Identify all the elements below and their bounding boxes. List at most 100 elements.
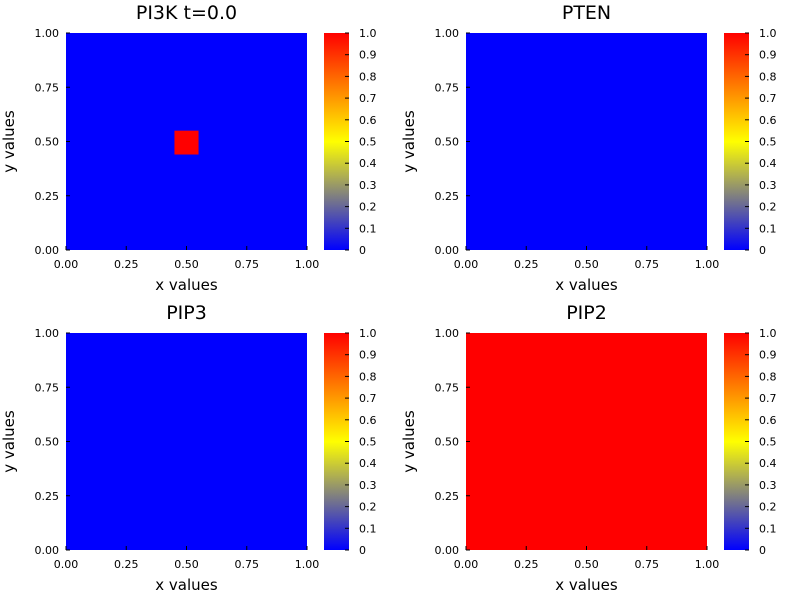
y-tick-label: 1.00	[35, 27, 60, 40]
y-tick-label: 0.25	[435, 490, 460, 503]
y-tick-label: 0.50	[35, 436, 60, 449]
y-tick-label: 0.00	[435, 544, 460, 557]
colorbar-tick-label: 0.1	[759, 522, 777, 535]
y-tick-label: 0.75	[435, 381, 460, 394]
y-axis-label: y values	[0, 110, 18, 173]
x-tick-label: 1.00	[695, 258, 720, 271]
x-tick-label: 0.75	[635, 258, 660, 271]
colorbar-tick-label: 0.3	[359, 179, 377, 192]
colorbar-tick-label: 0.5	[359, 136, 377, 149]
x-tick-label: 1.00	[295, 558, 320, 571]
x-axis-label: x values	[555, 576, 618, 594]
y-tick-label: 0.25	[35, 190, 60, 203]
colorbar	[724, 333, 749, 550]
colorbar-tick-label: 0	[759, 244, 766, 257]
colorbar-tick-label: 0.2	[359, 501, 377, 514]
x-tick-label: 1.00	[295, 258, 320, 271]
colorbar-tick-label: 0.7	[759, 392, 777, 405]
colorbar-tick-label: 0.8	[359, 370, 377, 383]
colorbar	[724, 33, 749, 250]
colorbar-tick-label: 0.9	[359, 49, 377, 62]
x-axis-label: x values	[155, 276, 218, 294]
x-tick-label: 0.25	[114, 258, 139, 271]
y-tick-label: 0.00	[35, 244, 60, 257]
y-tick-label: 0.25	[435, 190, 460, 203]
x-tick-label: 0.75	[235, 558, 260, 571]
x-tick-label: 0.00	[54, 258, 79, 271]
panel-title: PIP3	[166, 302, 207, 324]
colorbar-tick-label: 0.6	[359, 114, 377, 127]
colorbar-tick-label: 0.7	[359, 92, 377, 105]
colorbar	[324, 333, 349, 550]
colorbar-tick-label: 1.0	[359, 327, 377, 340]
panel-title: PIP2	[566, 302, 607, 324]
colorbar-tick-label: 0.8	[759, 370, 777, 383]
y-tick-label: 1.00	[435, 27, 460, 40]
heatmap-field	[466, 333, 707, 550]
colorbar-tick-label: 1.0	[759, 327, 777, 340]
y-axis-label: y values	[400, 110, 418, 173]
x-tick-label: 0.50	[174, 258, 199, 271]
colorbar-tick-label: 0.3	[759, 479, 777, 492]
colorbar-tick-label: 0.7	[759, 92, 777, 105]
heatmap-field	[466, 33, 707, 250]
colorbar-tick-label: 0.5	[359, 436, 377, 449]
y-tick-label: 0.75	[35, 381, 60, 394]
colorbar-tick-label: 0	[359, 244, 366, 257]
colorbar	[324, 33, 349, 250]
colorbar-tick-label: 0	[759, 544, 766, 557]
colorbar-tick-label: 0.1	[359, 522, 377, 535]
panel-title: PTEN	[562, 2, 611, 24]
colorbar-tick-label: 0.2	[759, 501, 777, 514]
colorbar-tick-label: 0.5	[759, 136, 777, 149]
heatmap-panel-1: PI3K t=0.00.00 0.25 0.50 0.75 1.000.000.250.…	[0, 2, 377, 294]
colorbar-tick-label: 0.4	[759, 157, 777, 170]
heatmap-field	[66, 333, 307, 550]
colorbar-tick-label: 0	[359, 544, 366, 557]
x-tick-label: 0.25	[114, 558, 139, 571]
colorbar-tick-label: 0.6	[359, 414, 377, 427]
x-tick-label: 0.50	[174, 558, 199, 571]
colorbar-tick-label: 0.2	[359, 201, 377, 214]
x-tick-label: 0.25	[514, 558, 539, 571]
y-tick-label: 0.00	[435, 244, 460, 257]
x-axis-label: x values	[155, 576, 218, 594]
colorbar-tick-label: 0.8	[359, 70, 377, 83]
colorbar-tick-label: 0.9	[759, 349, 777, 362]
y-tick-label: 1.00	[35, 327, 60, 340]
colorbar-tick-label: 0.8	[759, 70, 777, 83]
colorbar-tick-label: 0.2	[759, 201, 777, 214]
colorbar-tick-label: 1.0	[359, 27, 377, 40]
y-tick-label: 0.50	[435, 136, 460, 149]
x-tick-label: 1.00	[695, 558, 720, 571]
colorbar-tick-label: 0.9	[759, 49, 777, 62]
colorbar-tick-label: 0.7	[359, 392, 377, 405]
x-tick-label: 0.00	[454, 558, 479, 571]
y-tick-label: 0.50	[35, 136, 60, 149]
colorbar-tick-label: 0.1	[759, 222, 777, 235]
y-tick-label: 0.75	[35, 81, 60, 94]
x-tick-label: 0.75	[635, 558, 660, 571]
colorbar-tick-label: 0.5	[759, 436, 777, 449]
x-tick-label: 0.50	[574, 258, 599, 271]
y-axis-label: y values	[400, 410, 418, 473]
colorbar-tick-label: 0.4	[359, 457, 377, 470]
y-tick-label: 0.25	[35, 490, 60, 503]
colorbar-tick-label: 1.0	[759, 27, 777, 40]
colorbar-tick-label: 0.3	[359, 479, 377, 492]
y-tick-label: 1.00	[435, 327, 460, 340]
y-tick-label: 0.75	[435, 81, 460, 94]
y-tick-label: 0.00	[35, 544, 60, 557]
heatmap-hotspot	[174, 130, 199, 155]
colorbar-tick-label: 0.6	[759, 114, 777, 127]
colorbar-tick-label: 0.4	[759, 457, 777, 470]
x-tick-label: 0.00	[454, 258, 479, 271]
colorbar-tick-label: 0.6	[759, 414, 777, 427]
colorbar-tick-label: 0.3	[759, 179, 777, 192]
x-tick-label: 0.00	[54, 558, 79, 571]
